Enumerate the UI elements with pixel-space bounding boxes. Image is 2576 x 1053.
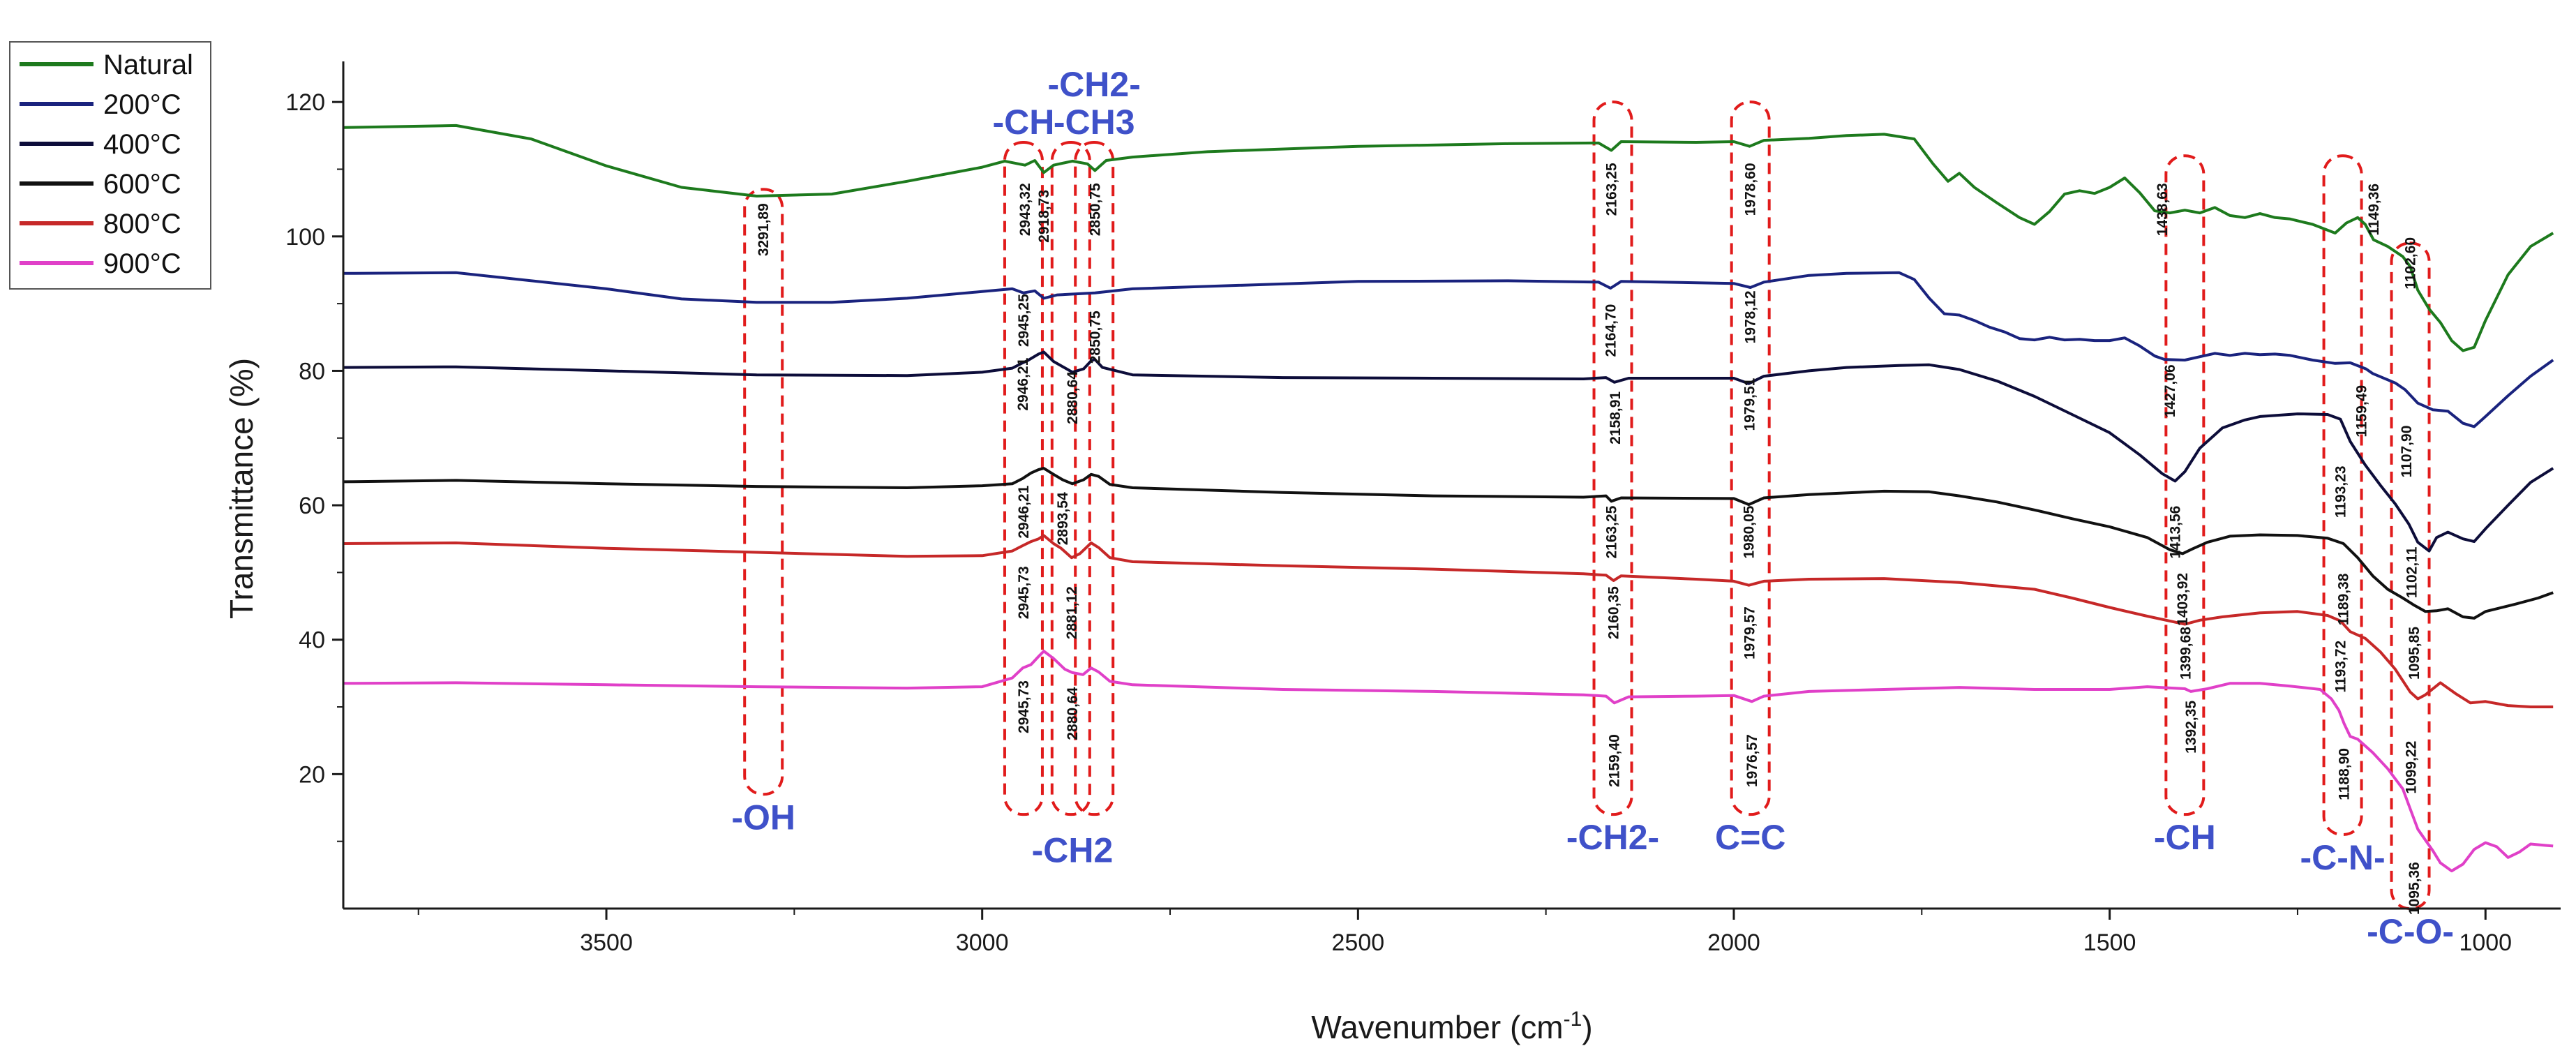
peak-value-label: 2946,21 [1016, 485, 1032, 538]
peak-value-label: 2160,35 [1606, 586, 1622, 639]
legend-label: 400°C [103, 129, 181, 160]
peak-value-label: 1095,85 [2406, 627, 2423, 680]
functional-group-label: -OH [731, 798, 795, 837]
peak-value-label: 2163,25 [1603, 163, 1619, 216]
region-capsule-2 [1050, 140, 1091, 816]
region-capsule-7 [2322, 154, 2363, 837]
peak-value-label: 1979,51 [1742, 378, 1758, 431]
region-capsule-5 [1730, 100, 1771, 816]
functional-group-label: -CH3 [1054, 103, 1135, 142]
legend-label: 200°C [103, 89, 181, 120]
peak-value-label: 1102,11 [2404, 546, 2420, 598]
peak-value-label: 2880,64 [1065, 371, 1081, 424]
peak-value-label: 1427,06 [2162, 364, 2178, 417]
region-labels-layer: -OH-CH-CH2--CH3-CH2- C=C -CH-C-N--C-O--CH2 [731, 65, 2454, 951]
x-tick-label-2500: 2500 [1332, 929, 1385, 956]
peak-value-label: 1976,57 [1744, 734, 1760, 787]
series-line-600c [343, 467, 2554, 620]
peak-value-label: 1149,36 [2366, 184, 2382, 236]
peak-value-label: 2850,75 [1087, 183, 1103, 236]
series-line-800c [343, 534, 2554, 708]
peak-value-label: 1107,90 [2399, 426, 2415, 478]
peak-value-label: 1099,22 [2404, 741, 2420, 794]
peak-value-label: 2945,73 [1016, 680, 1032, 733]
peak-value-label: 2850,75 [1087, 311, 1103, 364]
regions-layer [743, 100, 2431, 910]
functional-group-label: -C-N- [2300, 838, 2386, 877]
y-tick-label-100: 100 [285, 224, 325, 251]
legend-label: 900°C [103, 248, 181, 279]
peak-value-label: 1102,60 [2403, 237, 2419, 290]
x-tick-label-2000: 2000 [1707, 929, 1760, 956]
functional-group-label: -CH2- [1048, 65, 1141, 104]
peak-value-label: 1188,90 [2337, 748, 2353, 800]
y-axis-title: Transmittance (%) [223, 358, 260, 619]
peak-value-label: 1189,38 [2336, 573, 2352, 625]
functional-group-label: -CH [2154, 818, 2216, 857]
functional-group-label: C=C [1715, 818, 1785, 857]
legend-label: 600°C [103, 169, 181, 200]
peak-value-label: 1438,63 [2155, 183, 2171, 236]
series-line-400c [343, 350, 2554, 553]
series-layer [343, 124, 2554, 873]
peak-value-label: 2918,73 [1036, 190, 1052, 243]
functional-group-label: -CH [993, 103, 1055, 142]
peak-value-label: 1159,49 [2354, 385, 2370, 438]
y-tick-label-120: 120 [285, 89, 325, 116]
x-tick-label-3500: 3500 [580, 929, 633, 956]
legend-label: 800°C [103, 209, 181, 239]
region-capsule-8 [2390, 241, 2431, 910]
region-capsule-6 [2164, 154, 2206, 816]
series-line-natural [343, 124, 2554, 352]
peak-value-label: 1193,23 [2332, 465, 2349, 518]
peak-value-label: 2943,32 [1017, 183, 1033, 236]
y-tick-label-40: 40 [299, 627, 325, 654]
axes-layer: 20 40 60 80 100 120 3500 3000 2500 2000 1500 1000 Wa… [223, 61, 2561, 1045]
legend-box [9, 41, 211, 290]
peak-value-label: 1095,36 [2406, 862, 2423, 915]
region-capsule-1 [1003, 140, 1044, 816]
peak-value-label: 1399,68 [2178, 627, 2194, 680]
legend-label: Natural [103, 50, 193, 80]
series-line-900c [343, 650, 2554, 873]
peak-value-label: 1392,35 [2183, 701, 2199, 754]
y-tick-label-80: 80 [299, 358, 325, 384]
peak-value-label: 2945,73 [1016, 566, 1032, 619]
peak-value-label: 1979,57 [1742, 606, 1758, 659]
region-capsule-3 [1074, 140, 1115, 816]
peak-value-label: 2881,12 [1064, 586, 1080, 639]
peak-value-label: 2159,40 [1607, 734, 1623, 787]
legend: Natural 200°C 400°C 600°C 800°C 900°C [9, 41, 211, 290]
peak-value-label: 2880,64 [1065, 687, 1081, 740]
series-line-200c [343, 271, 2554, 428]
peak-value-label: 1978,60 [1743, 163, 1759, 216]
peak-value-label: 2163,25 [1603, 505, 1619, 558]
peak-value-label: 2945,25 [1016, 294, 1032, 347]
peak-value-label: 2893,54 [1055, 492, 1071, 545]
x-axis-title: Wavenumber (cm-1) [1311, 1008, 1592, 1045]
x-tick-label-3000: 3000 [956, 929, 1009, 956]
peak-value-label: 2158,91 [1608, 391, 1624, 445]
peak-value-label: 2946,21 [1015, 357, 1031, 410]
peak-value-label: 1193,72 [2332, 641, 2349, 693]
functional-group-label: -CH2- [1566, 818, 1659, 857]
region-capsule-0 [743, 188, 784, 796]
region-capsule-4 [1592, 100, 1633, 816]
x-tick-label-1000: 1000 [2459, 929, 2512, 956]
peak-value-label: 1980,05 [1742, 505, 1758, 558]
functional-group-label: -C-O- [2367, 912, 2454, 951]
peak-value-label: 1978,12 [1743, 290, 1759, 343]
peak-value-label: 2164,70 [1603, 304, 1619, 357]
x-tick-label-1500: 1500 [2083, 929, 2136, 956]
y-tick-label-20: 20 [299, 761, 325, 788]
peak-value-label: 1413,56 [2167, 506, 2183, 559]
peak-value-label: 3291,89 [756, 203, 772, 256]
y-tick-label-60: 60 [299, 493, 325, 519]
functional-group-label: -CH2 [1032, 830, 1114, 869]
annotations-layer: 3291,89 2943,32 2918,73 2850,75 2163,25 1978,… [756, 163, 2423, 915]
peak-value-label: 1403,92 [2175, 573, 2191, 626]
